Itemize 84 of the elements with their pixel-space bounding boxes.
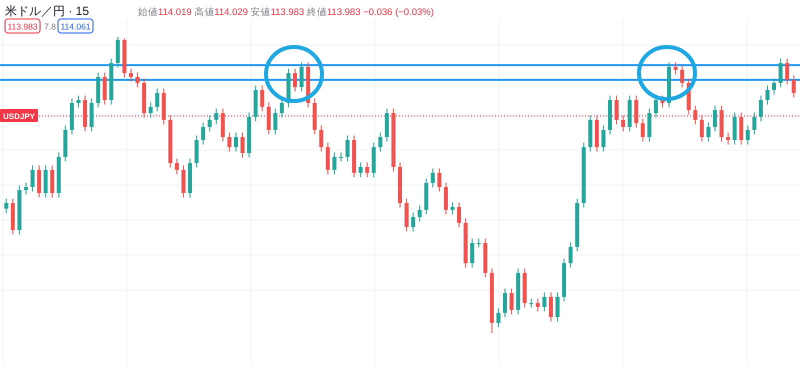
text: 114.061: [60, 22, 91, 32]
candlestick: [542, 292, 546, 312]
candlestick: [90, 98, 94, 132]
candlestick: [647, 108, 652, 142]
candlestick: [227, 132, 232, 152]
candlestick: [502, 288, 507, 318]
text: 始値114.019 高値114.029 安値113.983 終値113.983 −0.036 (−0.03%): [138, 7, 434, 18]
candlestick: [772, 78, 776, 95]
candlestick: [319, 125, 324, 152]
candlestick: [510, 288, 514, 315]
candlestick: [548, 292, 553, 322]
candlestick: [732, 112, 737, 145]
candlestick: [384, 108, 389, 142]
candlestick: [568, 242, 573, 268]
candlestick: [346, 135, 350, 162]
candlestick: [4, 198, 8, 214]
candlestick: [208, 114, 212, 132]
text: 7.8: [44, 22, 56, 32]
candlestick: [411, 212, 416, 232]
candlestick: [128, 68, 133, 82]
candlestick: [555, 292, 560, 322]
candlestick: [30, 164, 35, 192]
candlestick: [50, 164, 54, 198]
candlestick: [194, 135, 199, 168]
chart-title: 米ドル／円 · 15: [5, 4, 90, 18]
candlestick: [634, 95, 638, 128]
candlestick: [739, 112, 744, 145]
candlestick: [450, 202, 454, 215]
candlestick: [752, 112, 756, 135]
text: 113.983: [7, 22, 38, 32]
candlestick: [260, 85, 264, 112]
candlestick: [536, 298, 540, 312]
candlestick: [792, 74, 796, 98]
candlestick: [220, 108, 225, 142]
candlestick: [44, 164, 48, 198]
candlestick: [437, 168, 442, 192]
candlestick: [155, 88, 160, 112]
candlestick: [674, 62, 678, 75]
candlestick: [700, 114, 704, 142]
candlestick: [457, 202, 462, 228]
candlestick: [332, 152, 336, 175]
candlestick: [214, 108, 218, 125]
candlestick: [293, 68, 298, 92]
candlestick: [778, 58, 783, 88]
candlestick: [640, 118, 645, 142]
candlestick: [712, 105, 717, 132]
candlestick: [240, 132, 245, 158]
candlestick: [266, 102, 271, 135]
candlestick: [326, 142, 330, 175]
candlestick: [765, 85, 770, 105]
candlestick: [280, 98, 284, 118]
candlestick: [614, 95, 619, 125]
candlestick: [300, 62, 304, 92]
candlestick: [601, 125, 606, 152]
candlestick: [201, 122, 206, 145]
candlestick: [706, 122, 710, 142]
candlestick: [746, 125, 750, 145]
candlestick: [273, 108, 278, 135]
candlestick: [430, 168, 435, 188]
candlestick: [76, 95, 80, 108]
candlestick: [234, 132, 238, 152]
candlestick: [378, 132, 382, 152]
candlestick: [148, 102, 153, 118]
candlestick: [693, 105, 698, 125]
candlestick: [102, 72, 107, 105]
candlestick: [785, 58, 790, 85]
ref-line-label: USDJPY: [3, 112, 36, 122]
candlestick: [136, 72, 140, 88]
candlestick: [181, 164, 186, 198]
candlestick: [621, 114, 626, 132]
candlestick: [358, 162, 363, 178]
candlestick: [444, 182, 448, 215]
candlestick: [365, 162, 370, 178]
candlestick: [404, 198, 409, 232]
candlestick: [116, 36, 120, 68]
candlestick: [174, 158, 179, 175]
candlestick: [680, 64, 684, 88]
candlestick: [418, 204, 422, 222]
candlestick: [24, 182, 28, 195]
candlestick: [496, 308, 500, 328]
candlestick: [37, 164, 42, 198]
candlestick: [726, 132, 730, 145]
candlestick: [758, 95, 763, 122]
candlestick: [470, 238, 474, 268]
